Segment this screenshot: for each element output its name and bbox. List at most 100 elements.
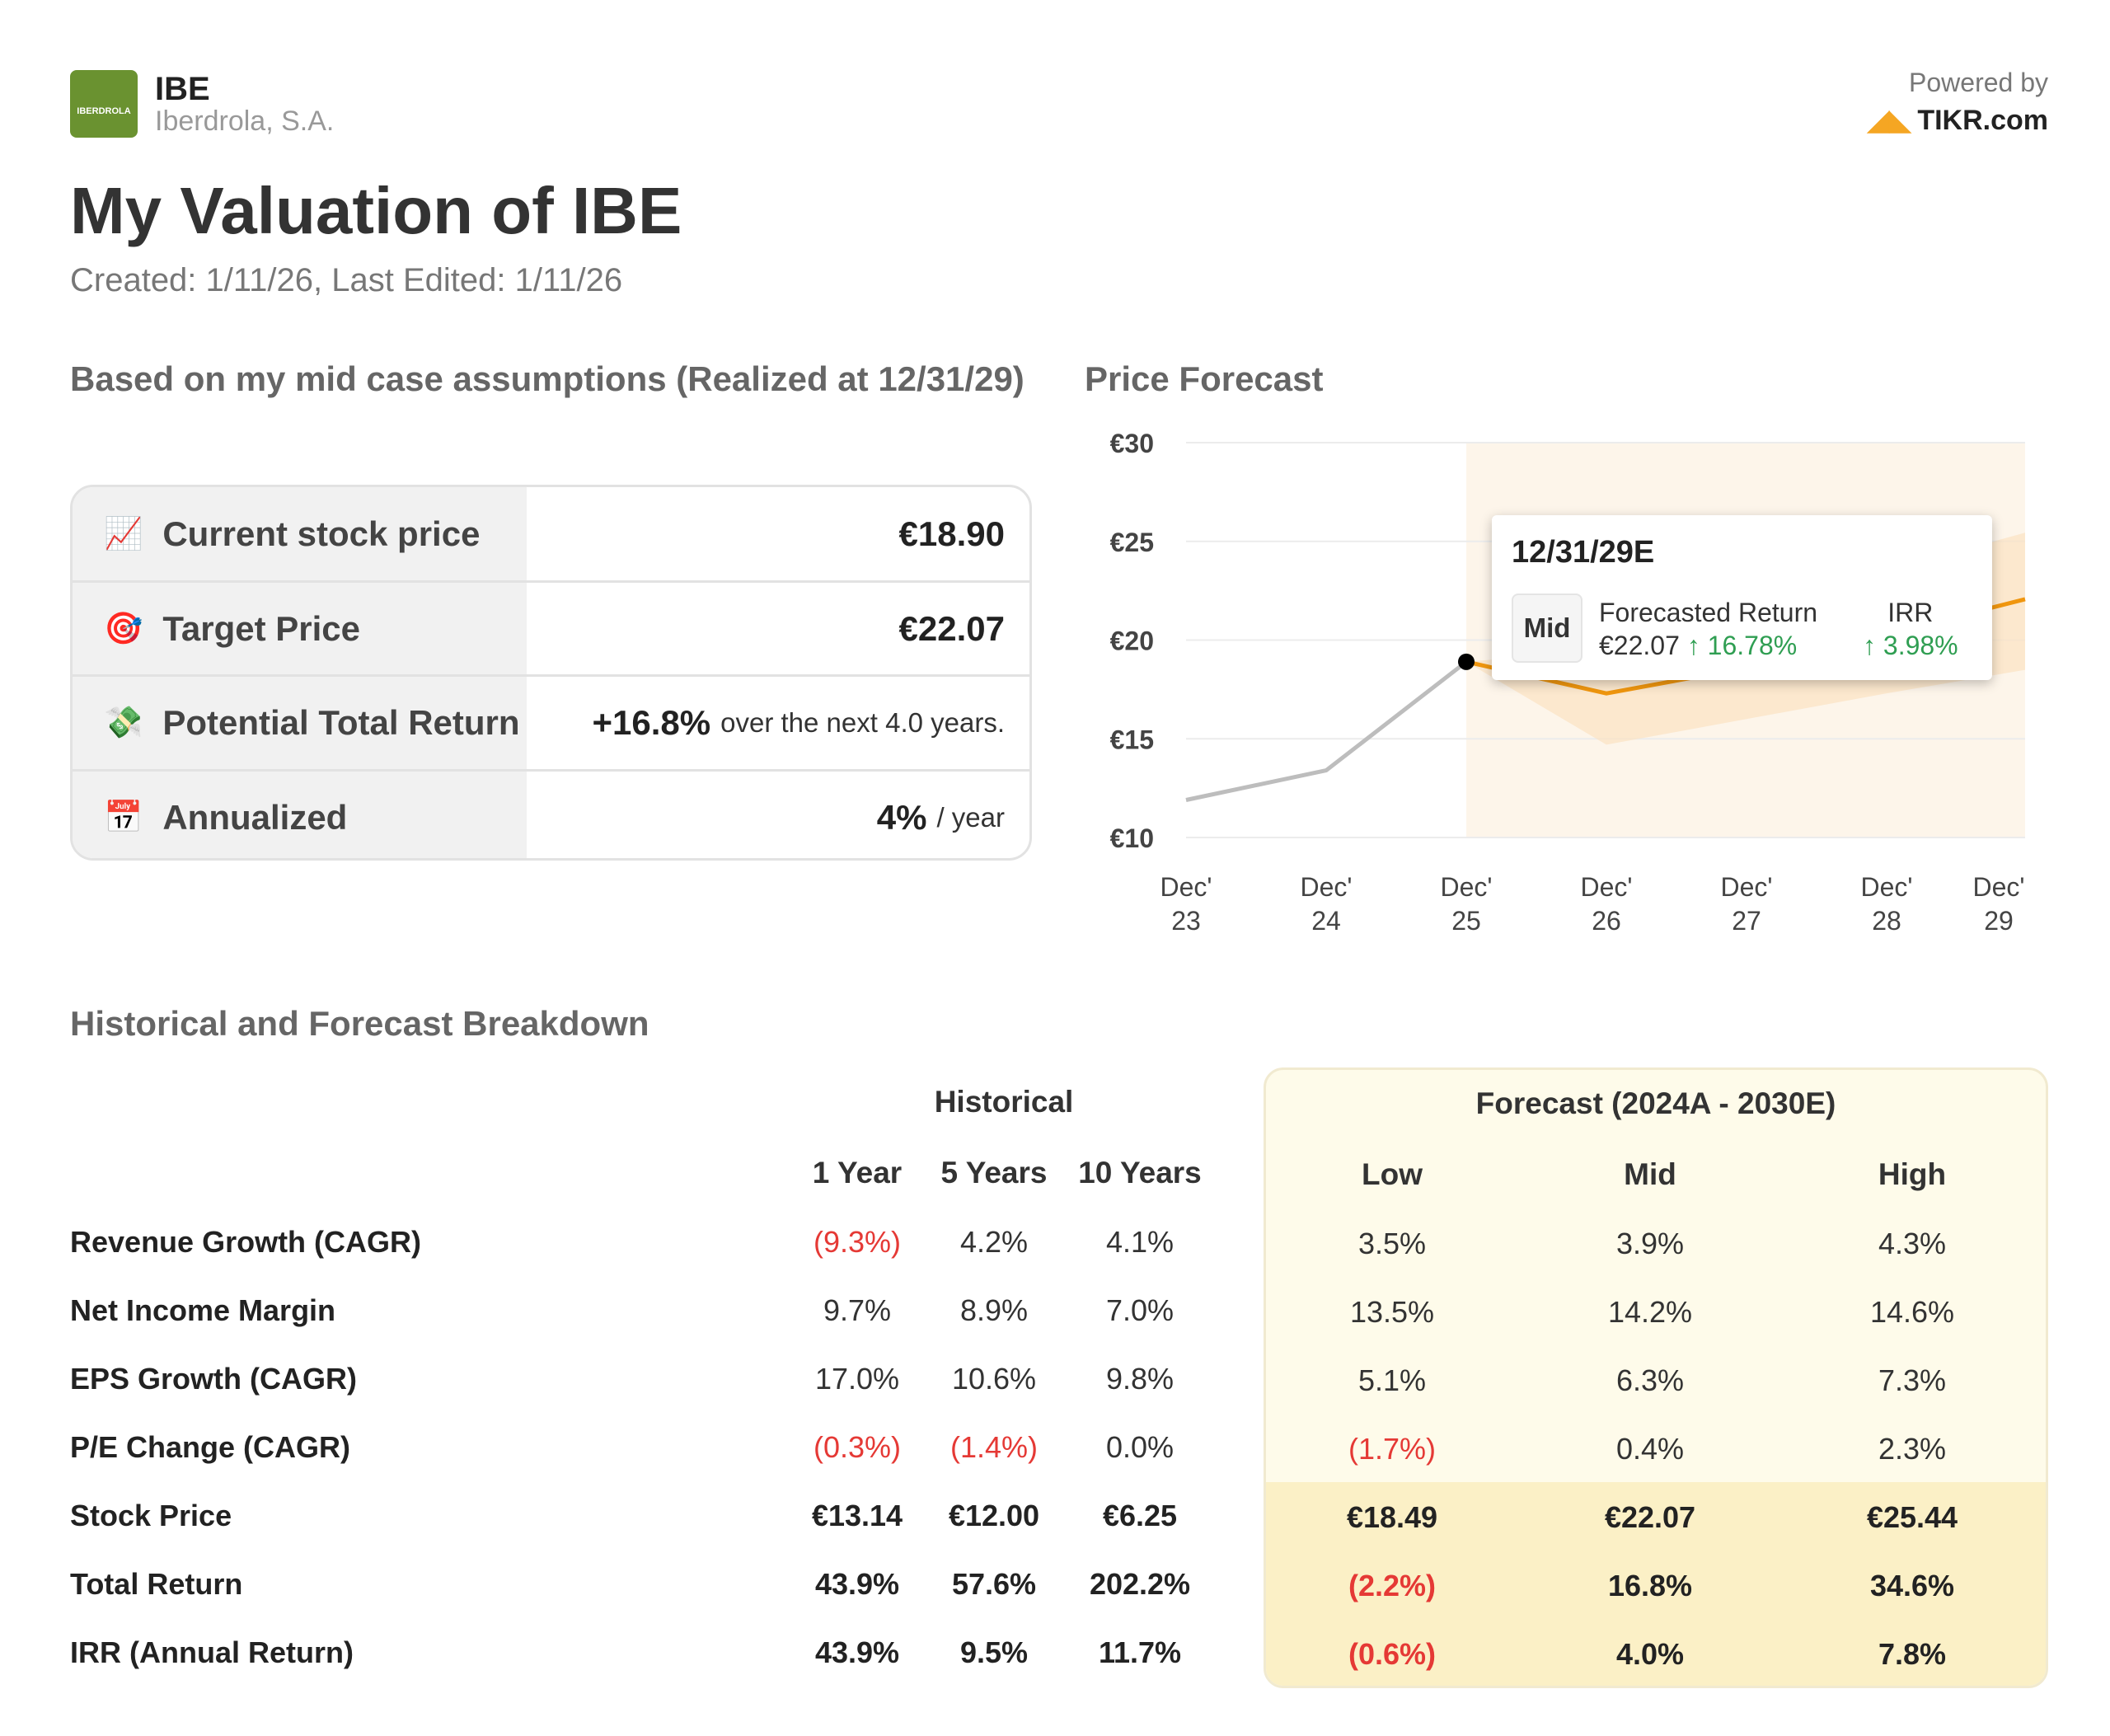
x-tick-label: Dec' [1160, 872, 1212, 902]
row-label: IRR (Annual Return) [70, 1635, 354, 1669]
forecast-highlight [1266, 1482, 2046, 1686]
x-tick-label: Dec' [1860, 872, 1912, 902]
row-label: P/E Change (CAGR) [70, 1430, 351, 1464]
y-tick-label: €20 [1110, 626, 1154, 656]
hist-cell: 57.6% [951, 1567, 1037, 1601]
forecast-cell: 4.0% [1615, 1637, 1685, 1671]
created-date: Created: 1/11/26, Last Edited: 1/11/26 [70, 262, 623, 298]
x-tick-label: 24 [1311, 906, 1341, 936]
breakdown-heading: Historical and Forecast Breakdown [70, 1004, 649, 1043]
row-label: EPS Growth (CAGR) [70, 1362, 357, 1396]
summary-value: €18.90 [898, 514, 1005, 553]
company-logo: IBERDROLA [70, 70, 138, 138]
forecast-cell: 4.3% [1878, 1227, 1947, 1260]
chart-title: Price Forecast [1085, 359, 1324, 398]
summary-card: 📈 Current stock price €18.90 🎯 Target Price €… [70, 485, 1032, 861]
summary-suffix: over the next 4.0 years. [720, 707, 1005, 738]
hist-cell: 7.0% [1105, 1293, 1175, 1327]
forecast-col-header: Mid [1624, 1157, 1676, 1191]
fr-pct: ↑ 16.78% [1686, 631, 1798, 660]
tooltip-date: 12/31/29E [1512, 535, 1655, 570]
summary-label: Annualized [162, 797, 348, 837]
hist-cell: 0.0% [1105, 1430, 1175, 1464]
forecast-cell: €18.49 [1346, 1500, 1438, 1534]
hist-cell: 9.5% [959, 1635, 1029, 1669]
hist-col-header: 1 Year [812, 1156, 903, 1189]
chart-tooltip: 12/31/29E Mid Forecasted Return €22.07 ↑… [1492, 515, 1992, 680]
summary-row: 📈 Current stock price €18.90 [73, 487, 1029, 580]
summary-value: €22.07 [898, 608, 1005, 648]
current-price-point [1458, 653, 1475, 670]
summary-label: Potential Total Return [162, 703, 520, 742]
summary-row: 💸 Potential Total Return +16.8% over the ne… [73, 674, 1029, 769]
forecast-cell: 0.4% [1615, 1432, 1685, 1466]
x-tick-label: 25 [1451, 906, 1481, 936]
money-icon: 💸 [104, 706, 143, 740]
forecast-cell: 16.8% [1607, 1569, 1693, 1602]
x-tick-label: 23 [1171, 906, 1201, 936]
x-tick-label: Dec' [1720, 872, 1772, 902]
hist-cell: (0.3%) [813, 1430, 902, 1464]
summary-value-cell: €18.90 [527, 487, 1029, 580]
y-tick-label: €30 [1110, 429, 1154, 458]
hist-col-header: 10 Years [1078, 1156, 1202, 1189]
forecast-cell: 34.6% [1869, 1569, 1955, 1602]
forecast-col-header: Low [1362, 1157, 1423, 1191]
hist-cell: 4.2% [959, 1225, 1029, 1259]
tooltip-case-badge: Mid [1512, 594, 1582, 663]
y-tick-label: €10 [1110, 823, 1154, 853]
hist-col-header: 5 Years [940, 1156, 1048, 1189]
forecast-cell: 7.3% [1878, 1363, 1947, 1397]
x-tick-label: Dec' [1300, 872, 1352, 902]
hist-cell: 17.0% [814, 1362, 900, 1396]
tooltip-irr: IRR ↑ 3.98% [1863, 596, 1958, 662]
summary-label: Current stock price [162, 514, 481, 553]
forecast-cell: 13.5% [1349, 1295, 1435, 1329]
summary-heading: Based on my mid case assumptions (Realiz… [70, 359, 1025, 398]
forecast-cell: (0.6%) [1348, 1637, 1437, 1671]
summary-label-cell: 📈 Current stock price [73, 487, 527, 580]
historical-price-line [1185, 659, 1468, 802]
fr-price: €22.07 [1599, 631, 1680, 660]
forecast-panel [1264, 1067, 2048, 1688]
hist-cell: 43.9% [814, 1635, 900, 1669]
price-forecast-chart: €10 €15 €20 €25 €30 Dec' 23 Dec' 24 Dec' 25 Dec' 26 D… [1110, 429, 2026, 936]
page-title: My Valuation of IBE [70, 174, 682, 247]
hist-cell: (9.3%) [813, 1225, 902, 1259]
summary-suffix: / year [936, 801, 1005, 833]
chart-increasing-icon: 📈 [104, 516, 143, 551]
hist-cell: 10.6% [951, 1362, 1037, 1396]
hist-cell: €13.14 [811, 1499, 903, 1532]
row-label: Revenue Growth (CAGR) [70, 1225, 422, 1259]
forecast-cell: €25.44 [1866, 1500, 1958, 1534]
calendar-icon: 📅 [104, 800, 143, 835]
summary-label-cell: 💸 Potential Total Return [73, 677, 527, 769]
x-tick-label: Dec' [1440, 872, 1492, 902]
hist-cell: 202.2% [1089, 1567, 1191, 1601]
summary-row: 🎯 Target Price €22.07 [73, 580, 1029, 674]
row-label: Total Return [70, 1567, 243, 1601]
summary-label-cell: 🎯 Target Price [73, 583, 527, 674]
x-tick-label: 29 [1984, 906, 2014, 936]
irr-label: IRR [1887, 598, 1934, 627]
forecast-cell: 2.3% [1878, 1432, 1947, 1466]
tikr-logo-icon: ◢◣ [1868, 105, 1911, 136]
fr-label: Forecasted Return [1599, 598, 1818, 627]
hist-cell: 4.1% [1105, 1225, 1175, 1259]
x-tick-label: Dec' [1580, 872, 1632, 902]
company-name: Iberdrola, S.A. [155, 106, 335, 137]
summary-value-cell: 4% / year [527, 772, 1029, 858]
hist-cell: 9.7% [823, 1293, 892, 1327]
forecast-cell: 5.1% [1357, 1363, 1427, 1397]
logo-text: IBERDROLA [77, 106, 131, 116]
forecast-col-header: High [1878, 1157, 1947, 1191]
hist-cell: (1.4%) [950, 1430, 1039, 1464]
summary-value-cell: €22.07 [527, 583, 1029, 674]
y-tick-label: €15 [1110, 725, 1154, 754]
forecast-cell: 14.2% [1607, 1295, 1693, 1329]
hist-cell: 9.8% [1105, 1362, 1175, 1396]
tikr-link[interactable]: ◢◣ TIKR.com [1868, 104, 2048, 137]
row-label: Stock Price [70, 1499, 232, 1532]
y-tick-label: €25 [1110, 528, 1154, 557]
forecast-cell: €22.07 [1604, 1500, 1696, 1534]
